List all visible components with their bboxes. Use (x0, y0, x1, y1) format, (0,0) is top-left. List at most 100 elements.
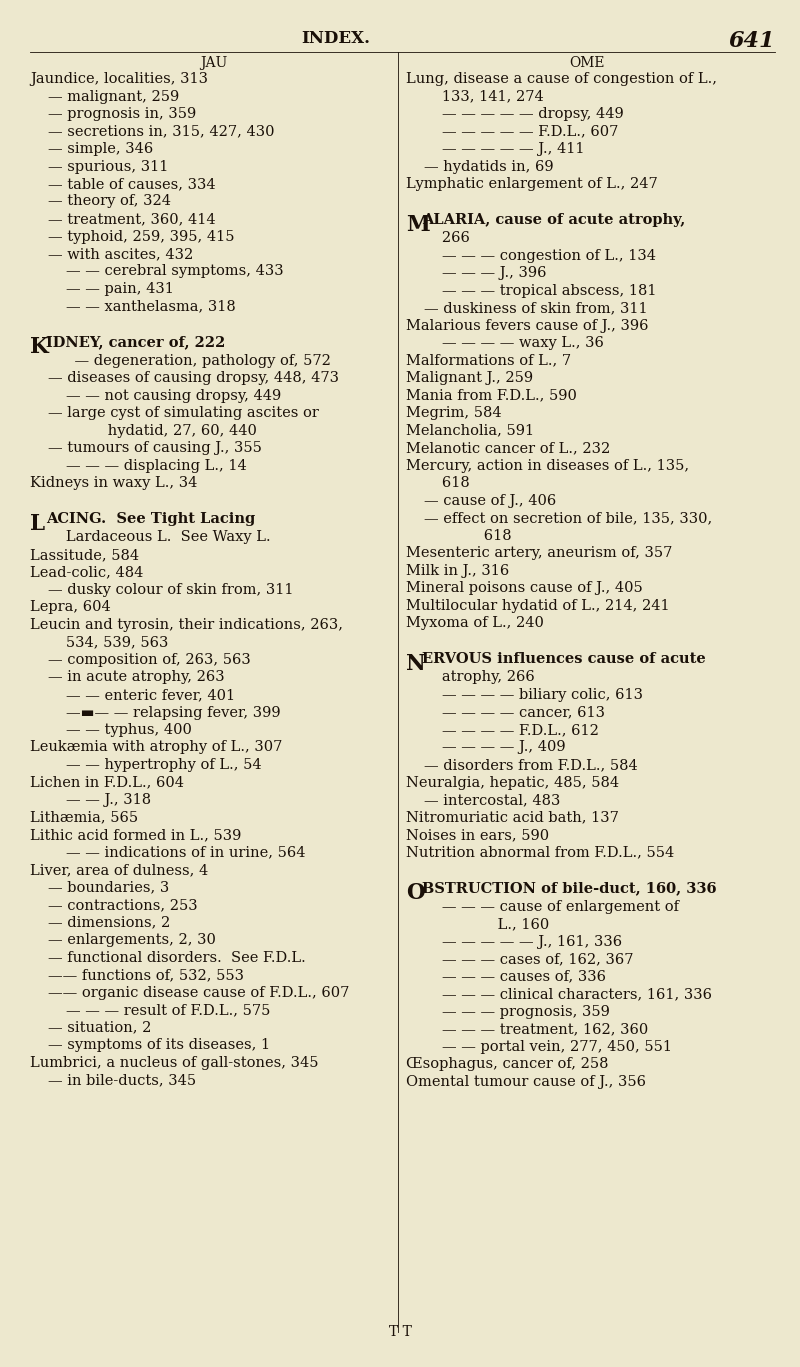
Text: — — — clinical characters, 161, 336: — — — clinical characters, 161, 336 (442, 987, 712, 1001)
Text: — typhoid, 259, 395, 415: — typhoid, 259, 395, 415 (48, 230, 234, 243)
Text: atrophy, 266: atrophy, 266 (428, 670, 534, 685)
Text: — — enteric fever, 401: — — enteric fever, 401 (66, 688, 235, 703)
Text: — situation, 2: — situation, 2 (48, 1021, 151, 1035)
Text: 641: 641 (729, 30, 775, 52)
Text: Megrim, 584: Megrim, 584 (406, 406, 502, 420)
Text: Nutrition abnormal from F.D.L., 554: Nutrition abnormal from F.D.L., 554 (406, 846, 674, 860)
Text: Neuralgia, hepatic, 485, 584: Neuralgia, hepatic, 485, 584 (406, 775, 619, 790)
Text: — — — — F.D.L., 612: — — — — F.D.L., 612 (442, 723, 599, 737)
Text: — in bile-ducts, 345: — in bile-ducts, 345 (48, 1073, 196, 1087)
Text: Kidneys in waxy L., 34: Kidneys in waxy L., 34 (30, 476, 198, 491)
Text: — large cyst of simulating ascites or: — large cyst of simulating ascites or (48, 406, 319, 420)
Text: — — — cases of, 162, 367: — — — cases of, 162, 367 (442, 953, 634, 966)
Text: — composition of, 263, 563: — composition of, 263, 563 (48, 653, 250, 667)
Text: — duskiness of skin from, 311: — duskiness of skin from, 311 (424, 301, 648, 316)
Text: 133, 141, 274: 133, 141, 274 (428, 89, 544, 104)
Text: — — not causing dropsy, 449: — — not causing dropsy, 449 (66, 388, 282, 403)
Text: — — hypertrophy of L., 54: — — hypertrophy of L., 54 (66, 757, 262, 772)
Text: Lung, disease a cause of congestion of L.,: Lung, disease a cause of congestion of L… (406, 72, 717, 86)
Text: — — — cause of enlargement of: — — — cause of enlargement of (428, 899, 679, 913)
Text: — degeneration, pathology of, 572: — degeneration, pathology of, 572 (56, 354, 331, 368)
Text: — — indications of in urine, 564: — — indications of in urine, 564 (66, 846, 306, 860)
Text: — theory of, 324: — theory of, 324 (48, 194, 171, 209)
Text: Lymphatic enlargement of L., 247: Lymphatic enlargement of L., 247 (406, 176, 658, 191)
Text: — disorders from F.D.L., 584: — disorders from F.D.L., 584 (424, 757, 638, 772)
Text: — — — congestion of L., 134: — — — congestion of L., 134 (442, 249, 656, 262)
Text: — diseases of causing dropsy, 448, 473: — diseases of causing dropsy, 448, 473 (48, 372, 339, 385)
Text: Leucin and tyrosin, their indications, 263,: Leucin and tyrosin, their indications, 2… (30, 618, 343, 632)
Text: — — — — — F.D.L., 607: — — — — — F.D.L., 607 (442, 124, 618, 138)
Text: — effect on secretion of bile, 135, 330,: — effect on secretion of bile, 135, 330, (424, 511, 712, 525)
Text: — intercostal, 483: — intercostal, 483 (424, 793, 560, 807)
Text: — spurious, 311: — spurious, 311 (48, 160, 168, 174)
Text: — — — — waxy L., 36: — — — — waxy L., 36 (442, 336, 604, 350)
Text: L., 160: L., 160 (456, 917, 550, 931)
Text: ACING.  See Tight Lacing: ACING. See Tight Lacing (46, 513, 255, 526)
Text: Melanotic cancer of L., 232: Melanotic cancer of L., 232 (406, 442, 610, 455)
Text: Myxoma of L., 240: Myxoma of L., 240 (406, 617, 544, 630)
Text: Mercury, action in diseases of L., 135,: Mercury, action in diseases of L., 135, (406, 459, 689, 473)
Text: — tumours of causing J., 355: — tumours of causing J., 355 (48, 442, 262, 455)
Text: Noises in ears, 590: Noises in ears, 590 (406, 828, 549, 842)
Text: M: M (406, 213, 430, 235)
Text: — symptoms of its diseases, 1: — symptoms of its diseases, 1 (48, 1038, 270, 1053)
Text: IDNEY, cancer of, 222: IDNEY, cancer of, 222 (46, 335, 226, 349)
Text: — — — — biliary colic, 613: — — — — biliary colic, 613 (442, 688, 643, 703)
Text: — boundaries, 3: — boundaries, 3 (48, 880, 170, 894)
Text: — — pain, 431: — — pain, 431 (66, 282, 174, 297)
Text: —— organic disease cause of F.D.L., 607: —— organic disease cause of F.D.L., 607 (48, 986, 350, 999)
Text: L: L (30, 513, 45, 534)
Text: — table of causes, 334: — table of causes, 334 (48, 176, 216, 191)
Text: N: N (406, 653, 426, 675)
Text: — — — — cancer, 613: — — — — cancer, 613 (442, 705, 605, 719)
Text: ALARIA, cause of acute atrophy,: ALARIA, cause of acute atrophy, (422, 213, 686, 227)
Text: T T: T T (389, 1325, 411, 1340)
Text: —▬— — relapsing fever, 399: —▬— — relapsing fever, 399 (66, 705, 281, 719)
Text: O: O (406, 882, 425, 904)
Text: 618: 618 (428, 476, 470, 491)
Text: — — — — — dropsy, 449: — — — — — dropsy, 449 (442, 107, 624, 122)
Text: Nitromuriatic acid bath, 137: Nitromuriatic acid bath, 137 (406, 811, 619, 824)
Text: 618: 618 (456, 529, 512, 543)
Text: — — — displacing L., 14: — — — displacing L., 14 (66, 459, 246, 473)
Text: Œsophagus, cancer of, 258: Œsophagus, cancer of, 258 (406, 1057, 609, 1072)
Text: Mesenteric artery, aneurism of, 357: Mesenteric artery, aneurism of, 357 (406, 547, 672, 560)
Text: — secretions in, 315, 427, 430: — secretions in, 315, 427, 430 (48, 124, 274, 138)
Text: Multilocular hydatid of L., 214, 241: Multilocular hydatid of L., 214, 241 (406, 599, 670, 612)
Text: — with ascites, 432: — with ascites, 432 (48, 247, 194, 261)
Text: Melancholia, 591: Melancholia, 591 (406, 424, 534, 437)
Text: Milk in J., 316: Milk in J., 316 (406, 563, 510, 578)
Text: Lassitude, 584: Lassitude, 584 (30, 548, 139, 562)
Text: — — — tropical abscess, 181: — — — tropical abscess, 181 (442, 284, 657, 298)
Text: Lichen in F.D.L., 604: Lichen in F.D.L., 604 (30, 775, 184, 790)
Text: — malignant, 259: — malignant, 259 (48, 89, 179, 104)
Text: — — — result of F.D.L., 575: — — — result of F.D.L., 575 (66, 1003, 270, 1017)
Text: — functional disorders.  See F.D.L.: — functional disorders. See F.D.L. (48, 950, 306, 965)
Text: Lumbrici, a nucleus of gall-stones, 345: Lumbrici, a nucleus of gall-stones, 345 (30, 1055, 318, 1069)
Text: Omental tumour cause of J., 356: Omental tumour cause of J., 356 (406, 1074, 646, 1088)
Text: Liver, area of dulness, 4: Liver, area of dulness, 4 (30, 863, 208, 878)
Text: OME: OME (569, 56, 604, 70)
Text: — prognosis in, 359: — prognosis in, 359 (48, 107, 196, 122)
Text: — contractions, 253: — contractions, 253 (48, 898, 198, 912)
Text: ERVOUS influences cause of acute: ERVOUS influences cause of acute (422, 652, 706, 666)
Text: Jaundice, localities, 313: Jaundice, localities, 313 (30, 72, 208, 86)
Text: — treatment, 360, 414: — treatment, 360, 414 (48, 212, 216, 226)
Text: Malignant J., 259: Malignant J., 259 (406, 372, 533, 385)
Text: — — — — — J., 161, 336: — — — — — J., 161, 336 (442, 935, 622, 949)
Text: — dimensions, 2: — dimensions, 2 (48, 916, 170, 930)
Text: — enlargements, 2, 30: — enlargements, 2, 30 (48, 934, 216, 947)
Text: Malformations of L., 7: Malformations of L., 7 (406, 354, 571, 368)
Text: INDEX.: INDEX. (302, 30, 370, 46)
Text: JAU: JAU (200, 56, 228, 70)
Text: — — — J., 396: — — — J., 396 (442, 267, 546, 280)
Text: — — — — — J., 411: — — — — — J., 411 (442, 142, 585, 156)
Text: hydatid, 27, 60, 440: hydatid, 27, 60, 440 (80, 424, 257, 437)
Text: — — cerebral symptoms, 433: — — cerebral symptoms, 433 (66, 264, 284, 279)
Text: — in acute atrophy, 263: — in acute atrophy, 263 (48, 670, 225, 685)
Text: Mineral poisons cause of J., 405: Mineral poisons cause of J., 405 (406, 581, 642, 595)
Text: — hydatids in, 69: — hydatids in, 69 (424, 160, 554, 174)
Text: Lithic acid formed in L., 539: Lithic acid formed in L., 539 (30, 828, 242, 842)
Text: — — portal vein, 277, 450, 551: — — portal vein, 277, 450, 551 (442, 1040, 672, 1054)
Text: Mania from F.D.L., 590: Mania from F.D.L., 590 (406, 388, 577, 403)
